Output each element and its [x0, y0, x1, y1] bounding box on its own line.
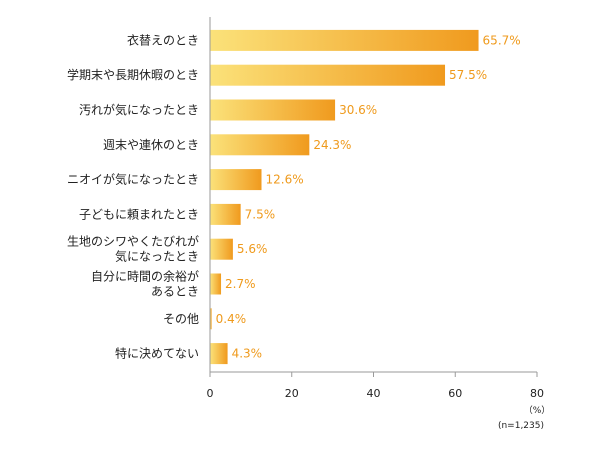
- category-label: 特に決めてない: [115, 346, 199, 361]
- category-label: あるとき: [151, 285, 199, 299]
- value-label: 30.6%: [339, 103, 377, 117]
- value-label: 0.4%: [216, 312, 247, 326]
- bar: [210, 99, 336, 121]
- category-label: 生地のシワやくたびれが: [67, 234, 199, 249]
- category-label: ニオイが気になったとき: [67, 172, 199, 187]
- x-tick-label: 80: [530, 387, 544, 400]
- category-label: 気になったとき: [115, 249, 199, 264]
- bar: [210, 308, 212, 330]
- value-label: 5.6%: [237, 242, 268, 256]
- value-labels: 65.7% 57.5% 30.6% 24.3% 12.6% 7.5% 5.6% 2.7% 0.4…: [216, 33, 521, 360]
- bar: [210, 134, 310, 156]
- category-label: 子どもに頼まれたとき: [79, 207, 199, 221]
- bar: [210, 238, 233, 260]
- value-label: 57.5%: [449, 68, 487, 82]
- x-tick-label: 20: [285, 387, 299, 400]
- value-label: 24.3%: [313, 138, 351, 152]
- value-label: 12.6%: [266, 173, 304, 187]
- category-label: 自分に時間の余裕が: [91, 269, 199, 284]
- value-label: 4.3%: [232, 347, 262, 361]
- category-label: 週末や連休のとき: [103, 138, 199, 152]
- category-label: 学期末や長期休暇のとき: [67, 67, 199, 82]
- bar: [210, 273, 222, 295]
- category-labels: 衣替えのとき学期末や長期休暇のとき汚れが気になったとき週末や連休のときニオイが気…: [67, 32, 199, 360]
- bar: [210, 203, 241, 225]
- category-label: 汚れが気になったとき: [79, 102, 199, 117]
- bars-group: [210, 29, 479, 365]
- x-tick-label: 40: [367, 387, 381, 400]
- value-label: 2.7%: [225, 277, 256, 291]
- value-label: 7.5%: [245, 207, 276, 221]
- x-tick-label: 0: [207, 387, 214, 400]
- bar: [210, 343, 228, 365]
- bar: [210, 64, 446, 86]
- x-axis: 0 20 40 60 80: [207, 17, 544, 400]
- category-label: 衣替えのとき: [127, 32, 199, 47]
- sample-size-label: (n=1,235): [498, 421, 544, 431]
- x-tick-label: 60: [448, 387, 462, 400]
- unit-label: （%）: [524, 405, 551, 416]
- value-label: 65.7%: [483, 33, 521, 47]
- bar: [210, 169, 262, 191]
- category-label: その他: [163, 312, 199, 326]
- bar: [210, 29, 479, 51]
